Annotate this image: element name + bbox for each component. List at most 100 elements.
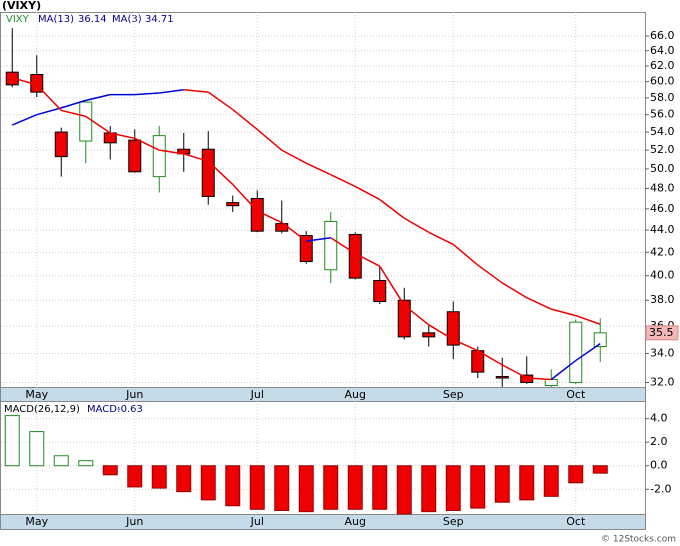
candle-body bbox=[593, 332, 607, 347]
ma-segment bbox=[428, 231, 454, 246]
candle-body bbox=[275, 223, 289, 232]
candle-body bbox=[446, 311, 460, 346]
macd-value: -0.63 bbox=[117, 404, 143, 415]
macd-bar bbox=[543, 465, 559, 497]
candle-body bbox=[201, 148, 215, 197]
ma-segment bbox=[134, 92, 160, 96]
price-panel bbox=[0, 12, 646, 388]
macd-panel bbox=[0, 401, 646, 515]
candle-body bbox=[397, 299, 411, 338]
x-tick-label: Jul bbox=[250, 388, 264, 401]
ma-segment bbox=[256, 210, 283, 224]
macd-bar bbox=[421, 465, 437, 513]
y-tick-label: -2.0 bbox=[650, 482, 671, 495]
candle-body bbox=[54, 131, 68, 158]
ma-segment bbox=[232, 183, 258, 212]
y-tick-label: 62.0 bbox=[650, 59, 675, 72]
x-tick-label: Sep bbox=[443, 388, 464, 401]
ma-segment bbox=[354, 252, 381, 267]
last-price-label: 35.5 bbox=[649, 326, 674, 339]
ma-segment bbox=[306, 237, 331, 242]
candle-body bbox=[152, 135, 166, 178]
x-tick-label: May bbox=[25, 515, 48, 528]
ma-segment bbox=[452, 338, 479, 352]
ma-segment bbox=[501, 282, 528, 299]
x-tick-label: Aug bbox=[345, 515, 366, 528]
x-tick-label: Oct bbox=[566, 388, 586, 401]
macd-bar bbox=[323, 465, 339, 510]
legend-label: MA(13) bbox=[38, 14, 74, 25]
macd-bar bbox=[176, 465, 192, 493]
ma-segment bbox=[477, 264, 503, 284]
ma-segment bbox=[428, 324, 454, 341]
ma-segment bbox=[12, 76, 37, 86]
candle-body bbox=[250, 198, 264, 232]
ma-segment bbox=[477, 350, 503, 366]
ma-segment bbox=[61, 99, 86, 109]
y-tick-label: 48.0 bbox=[650, 181, 675, 194]
macd-bar bbox=[274, 465, 290, 511]
macd-bar bbox=[445, 465, 461, 511]
ma-segment bbox=[256, 128, 283, 151]
y-tick-label: 50.0 bbox=[650, 162, 675, 175]
ma-segment bbox=[85, 93, 111, 102]
ma-segment bbox=[501, 364, 528, 379]
macd-bar bbox=[200, 465, 216, 501]
x-tick-label: Jun bbox=[125, 515, 143, 528]
x-tick-label: Jul bbox=[250, 515, 264, 528]
ma-segment bbox=[110, 132, 135, 140]
month-strip bbox=[0, 387, 646, 402]
ma-segment bbox=[526, 377, 552, 381]
macd-value-label: MACD: bbox=[87, 404, 120, 415]
ma-segment bbox=[551, 308, 576, 317]
y-tick-label: 66.0 bbox=[650, 29, 675, 42]
macd-bar bbox=[53, 455, 69, 467]
ma-segment bbox=[330, 237, 356, 255]
legend-label: MA(3) bbox=[112, 14, 142, 25]
y-tick-label: 2.0 bbox=[650, 435, 668, 448]
macd-title: MACD(26,12,9) bbox=[4, 404, 80, 415]
macd-bar bbox=[470, 465, 486, 509]
macd-bar bbox=[298, 465, 314, 513]
y-tick-label: 52.0 bbox=[650, 143, 675, 156]
y-tick-label: 42.0 bbox=[650, 245, 675, 258]
candle-body bbox=[128, 139, 142, 173]
ma-segment bbox=[207, 160, 234, 186]
ma-segment bbox=[159, 149, 184, 155]
ma-segment bbox=[379, 198, 405, 219]
ma-segment bbox=[36, 84, 62, 111]
last-price-box bbox=[645, 325, 679, 341]
macd-bar bbox=[102, 465, 118, 476]
macd-bar bbox=[396, 465, 412, 515]
macd-bar bbox=[127, 465, 143, 488]
candle-body bbox=[422, 332, 436, 338]
ma-segment bbox=[36, 107, 62, 116]
x-tick-label: Aug bbox=[345, 388, 366, 401]
legend-value: 34.71 bbox=[145, 14, 174, 25]
candle-body bbox=[495, 376, 509, 379]
y-tick-label: 44.0 bbox=[650, 223, 675, 236]
macd-bar bbox=[29, 431, 45, 467]
y-tick-label: 0.0 bbox=[650, 459, 668, 472]
x-tick-label: Oct bbox=[566, 515, 586, 528]
legend-value: 36.14 bbox=[78, 14, 107, 25]
ma-segment bbox=[159, 88, 184, 94]
ma-segment bbox=[232, 108, 258, 131]
macd-bar bbox=[592, 465, 608, 474]
macd-bar bbox=[249, 465, 265, 510]
candle-body bbox=[226, 202, 240, 207]
ma-segment bbox=[354, 185, 381, 201]
macd-bar bbox=[151, 465, 167, 489]
ma-segment bbox=[379, 265, 405, 306]
candle-body bbox=[324, 220, 338, 271]
ma-segment bbox=[183, 88, 209, 93]
ma-segment bbox=[11, 113, 38, 126]
ma-segment bbox=[575, 314, 601, 325]
ma-segment bbox=[183, 153, 209, 163]
ma-segment bbox=[403, 217, 430, 233]
ma-segment bbox=[85, 115, 111, 134]
x-tick-label: Jun bbox=[125, 388, 143, 401]
candle-body bbox=[299, 235, 313, 263]
y-tick-label: 64.0 bbox=[650, 44, 675, 57]
